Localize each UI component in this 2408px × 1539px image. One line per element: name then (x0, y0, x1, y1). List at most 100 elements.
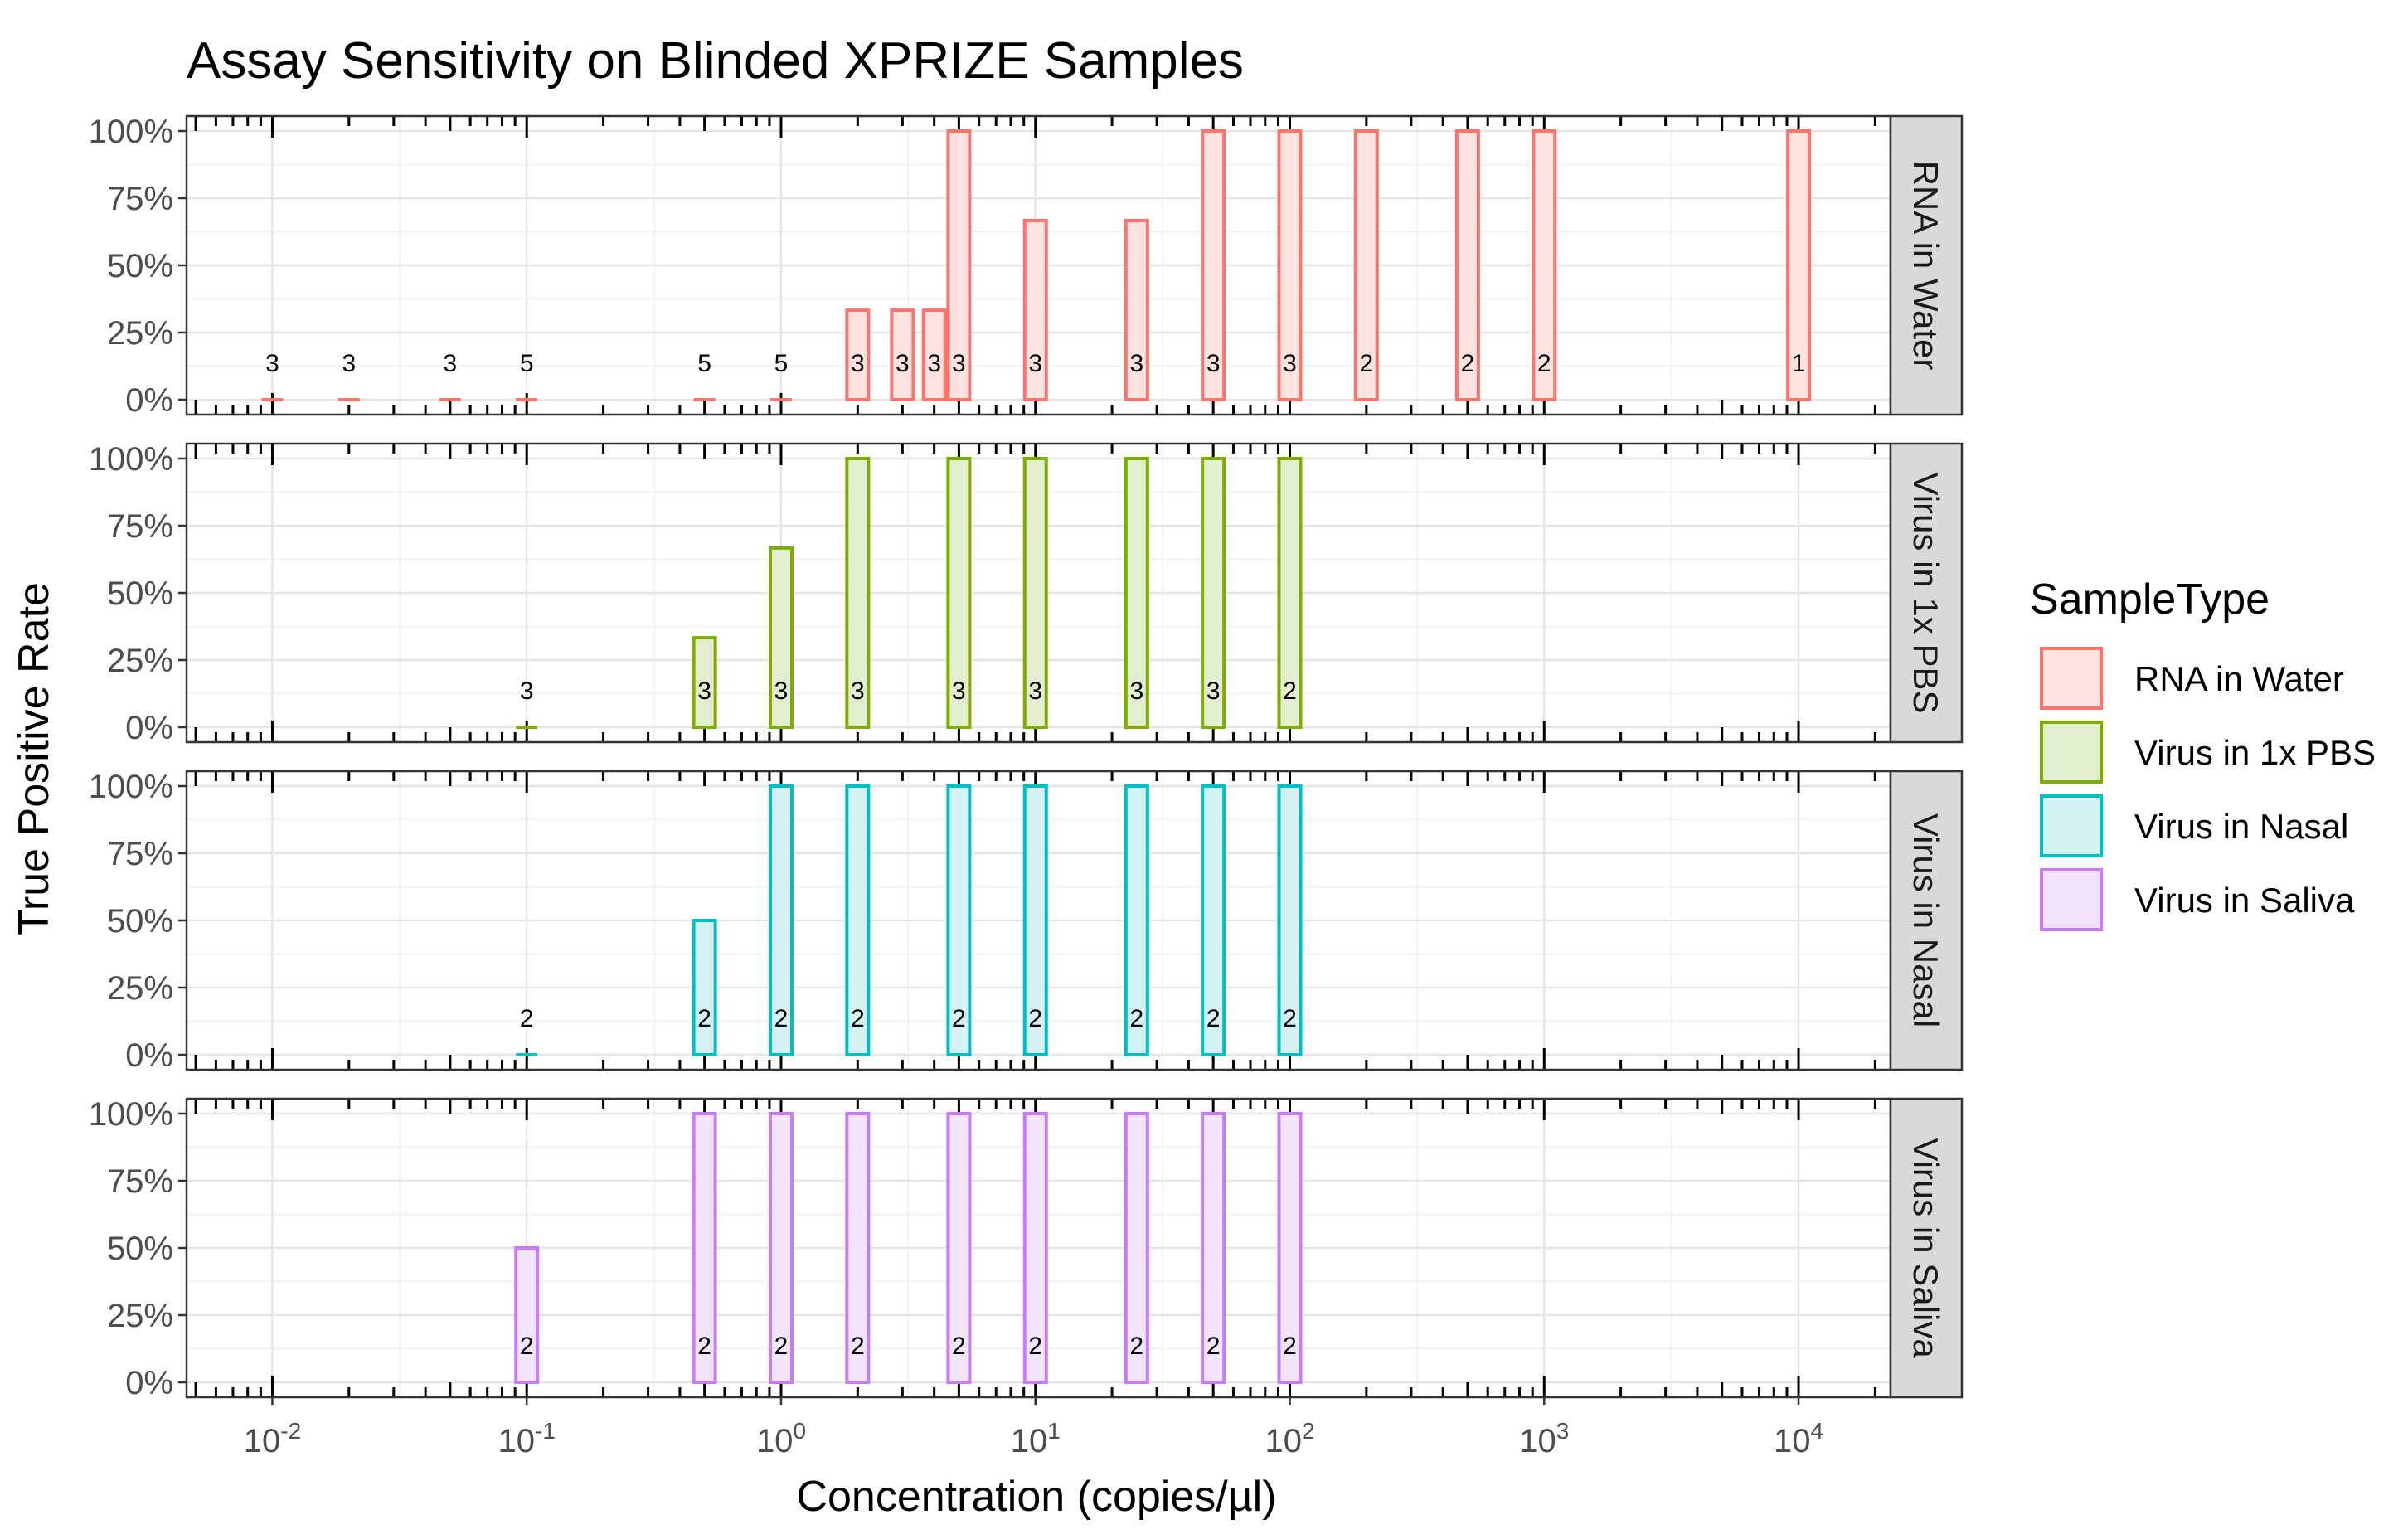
bar (1124, 784, 1149, 1056)
chart-title: Assay Sensitivity on Blinded XPRIZE Samp… (187, 32, 1244, 90)
bar-count-label: 3 (927, 350, 941, 377)
bar-count-label: 1 (1792, 350, 1806, 377)
bar-count-label: 3 (1129, 350, 1143, 377)
bar (692, 636, 717, 729)
facet-strip (1889, 1097, 1964, 1399)
bar-count-label: 2 (1283, 677, 1297, 705)
y-tick-label: 50% (107, 903, 173, 939)
bar-count-label: 2 (851, 1333, 865, 1360)
facet-strip-label: RNA in Water (1906, 161, 1945, 371)
bar (1201, 784, 1226, 1056)
y-tick-label: 25% (107, 643, 173, 679)
bar-count-label: 5 (520, 350, 534, 377)
bar (1454, 129, 1480, 401)
bar (1201, 129, 1226, 401)
legend-key (2040, 868, 2103, 931)
bar-count-label: 2 (1206, 1005, 1221, 1032)
bar-count-label: 3 (1028, 350, 1042, 377)
x-tick-label: 100 (756, 1418, 806, 1459)
bar (1786, 129, 1812, 401)
bar-count-label: 2 (774, 1333, 789, 1360)
bar-count-label: 3 (952, 677, 966, 705)
bar-count-label: 5 (697, 350, 711, 377)
facet-strip (1889, 770, 1964, 1071)
bar (1353, 129, 1379, 401)
facet-strip-label: Virus in Saliva (1906, 1138, 1945, 1358)
bar (1201, 1112, 1226, 1384)
legend-key (2040, 794, 2103, 857)
bar-count-label: 2 (697, 1333, 711, 1360)
bar-count-label: 3 (444, 350, 458, 377)
y-tick-label: 25% (107, 1298, 173, 1334)
bar-count-label: 2 (1129, 1333, 1143, 1360)
legend-title: SampleType (2030, 575, 2270, 624)
bar (514, 1246, 540, 1384)
bar (890, 308, 915, 401)
bar-count-label: 2 (774, 1005, 789, 1032)
y-tick-label: 100% (89, 769, 173, 805)
bar-count-label: 2 (851, 1005, 865, 1032)
legend-label: Virus in Nasal (2134, 807, 2348, 846)
bar-count-label: 2 (1129, 1005, 1143, 1032)
bar (845, 457, 871, 729)
bar (1277, 129, 1303, 401)
bar (1124, 457, 1149, 729)
x-tick-label: 103 (1519, 1418, 1569, 1459)
x-tick-label: 101 (1011, 1418, 1061, 1459)
bar-count-label: 5 (774, 350, 789, 377)
bar (1022, 218, 1048, 401)
panel-virus-in-nasal: 2 2 2 2 2 2 2 2 2 0% 25% 50% 75% 100% Virus in Nasal (89, 769, 1964, 1074)
y-tick-label: 50% (107, 1231, 173, 1267)
panel-rna-in-water: 3 3 3 5 5 5 3 3 3 3 3 3 3 3 2 2 2 10%25%50%75%100%RNA in … (89, 114, 1964, 419)
legend-label: RNA in Water (2134, 659, 2344, 698)
bar-count-label: 2 (952, 1333, 966, 1360)
y-tick-label: 50% (107, 248, 173, 284)
bar-count-label: 2 (1028, 1333, 1042, 1360)
bar (692, 919, 717, 1056)
bar (1277, 1112, 1303, 1384)
bar-count-label: 2 (1537, 350, 1551, 377)
bar (946, 1112, 972, 1384)
y-tick-label: 0% (125, 1365, 173, 1401)
x-tick-label: 104 (1774, 1418, 1823, 1459)
bar-count-label: 2 (1283, 1005, 1297, 1032)
bar-count-label: 3 (851, 677, 865, 705)
facet-strip (1889, 442, 1964, 744)
bar (1022, 784, 1048, 1056)
y-tick-label: 100% (89, 441, 173, 478)
bar (1532, 129, 1557, 401)
y-tick-label: 75% (107, 508, 173, 545)
bar-count-label: 2 (1461, 350, 1475, 377)
bar (1022, 1112, 1048, 1384)
y-tick-label: 100% (89, 114, 173, 150)
bar (946, 129, 972, 401)
bar (768, 546, 794, 730)
legend-key (2040, 647, 2103, 710)
bar-count-label: 3 (1283, 350, 1297, 377)
bar (1124, 218, 1149, 401)
y-tick-label: 75% (107, 181, 173, 217)
bar (845, 784, 871, 1056)
x-tick-label: 102 (1265, 1418, 1314, 1459)
bar-count-label: 3 (952, 350, 966, 377)
y-tick-label: 100% (89, 1096, 173, 1133)
bar-count-label: 3 (1129, 677, 1143, 705)
legend: SampleType RNA in Water Virus in 1x PBS Vi… (2030, 575, 2376, 933)
x-axis: 10-2 10-1 100 101 102 103 104 (244, 1397, 1823, 1459)
y-tick-label: 0% (125, 382, 173, 419)
bar (768, 1112, 794, 1384)
facet-strip (1889, 114, 1964, 416)
x-axis-label: Concentration (copies/µl) (796, 1473, 1276, 1521)
bar-count-label: 2 (697, 1005, 711, 1032)
bar-count-label: 2 (520, 1005, 534, 1032)
bar-count-label: 3 (520, 677, 534, 705)
legend-label: Virus in Saliva (2134, 881, 2355, 920)
bar (946, 457, 972, 729)
bar-count-label: 3 (1206, 677, 1221, 705)
bar (1277, 457, 1303, 729)
bar (1124, 1112, 1149, 1384)
bar (921, 308, 947, 401)
bar-count-label: 2 (1028, 1005, 1042, 1032)
x-tick-label: 10-2 (244, 1418, 301, 1459)
bar-count-label: 3 (342, 350, 356, 377)
